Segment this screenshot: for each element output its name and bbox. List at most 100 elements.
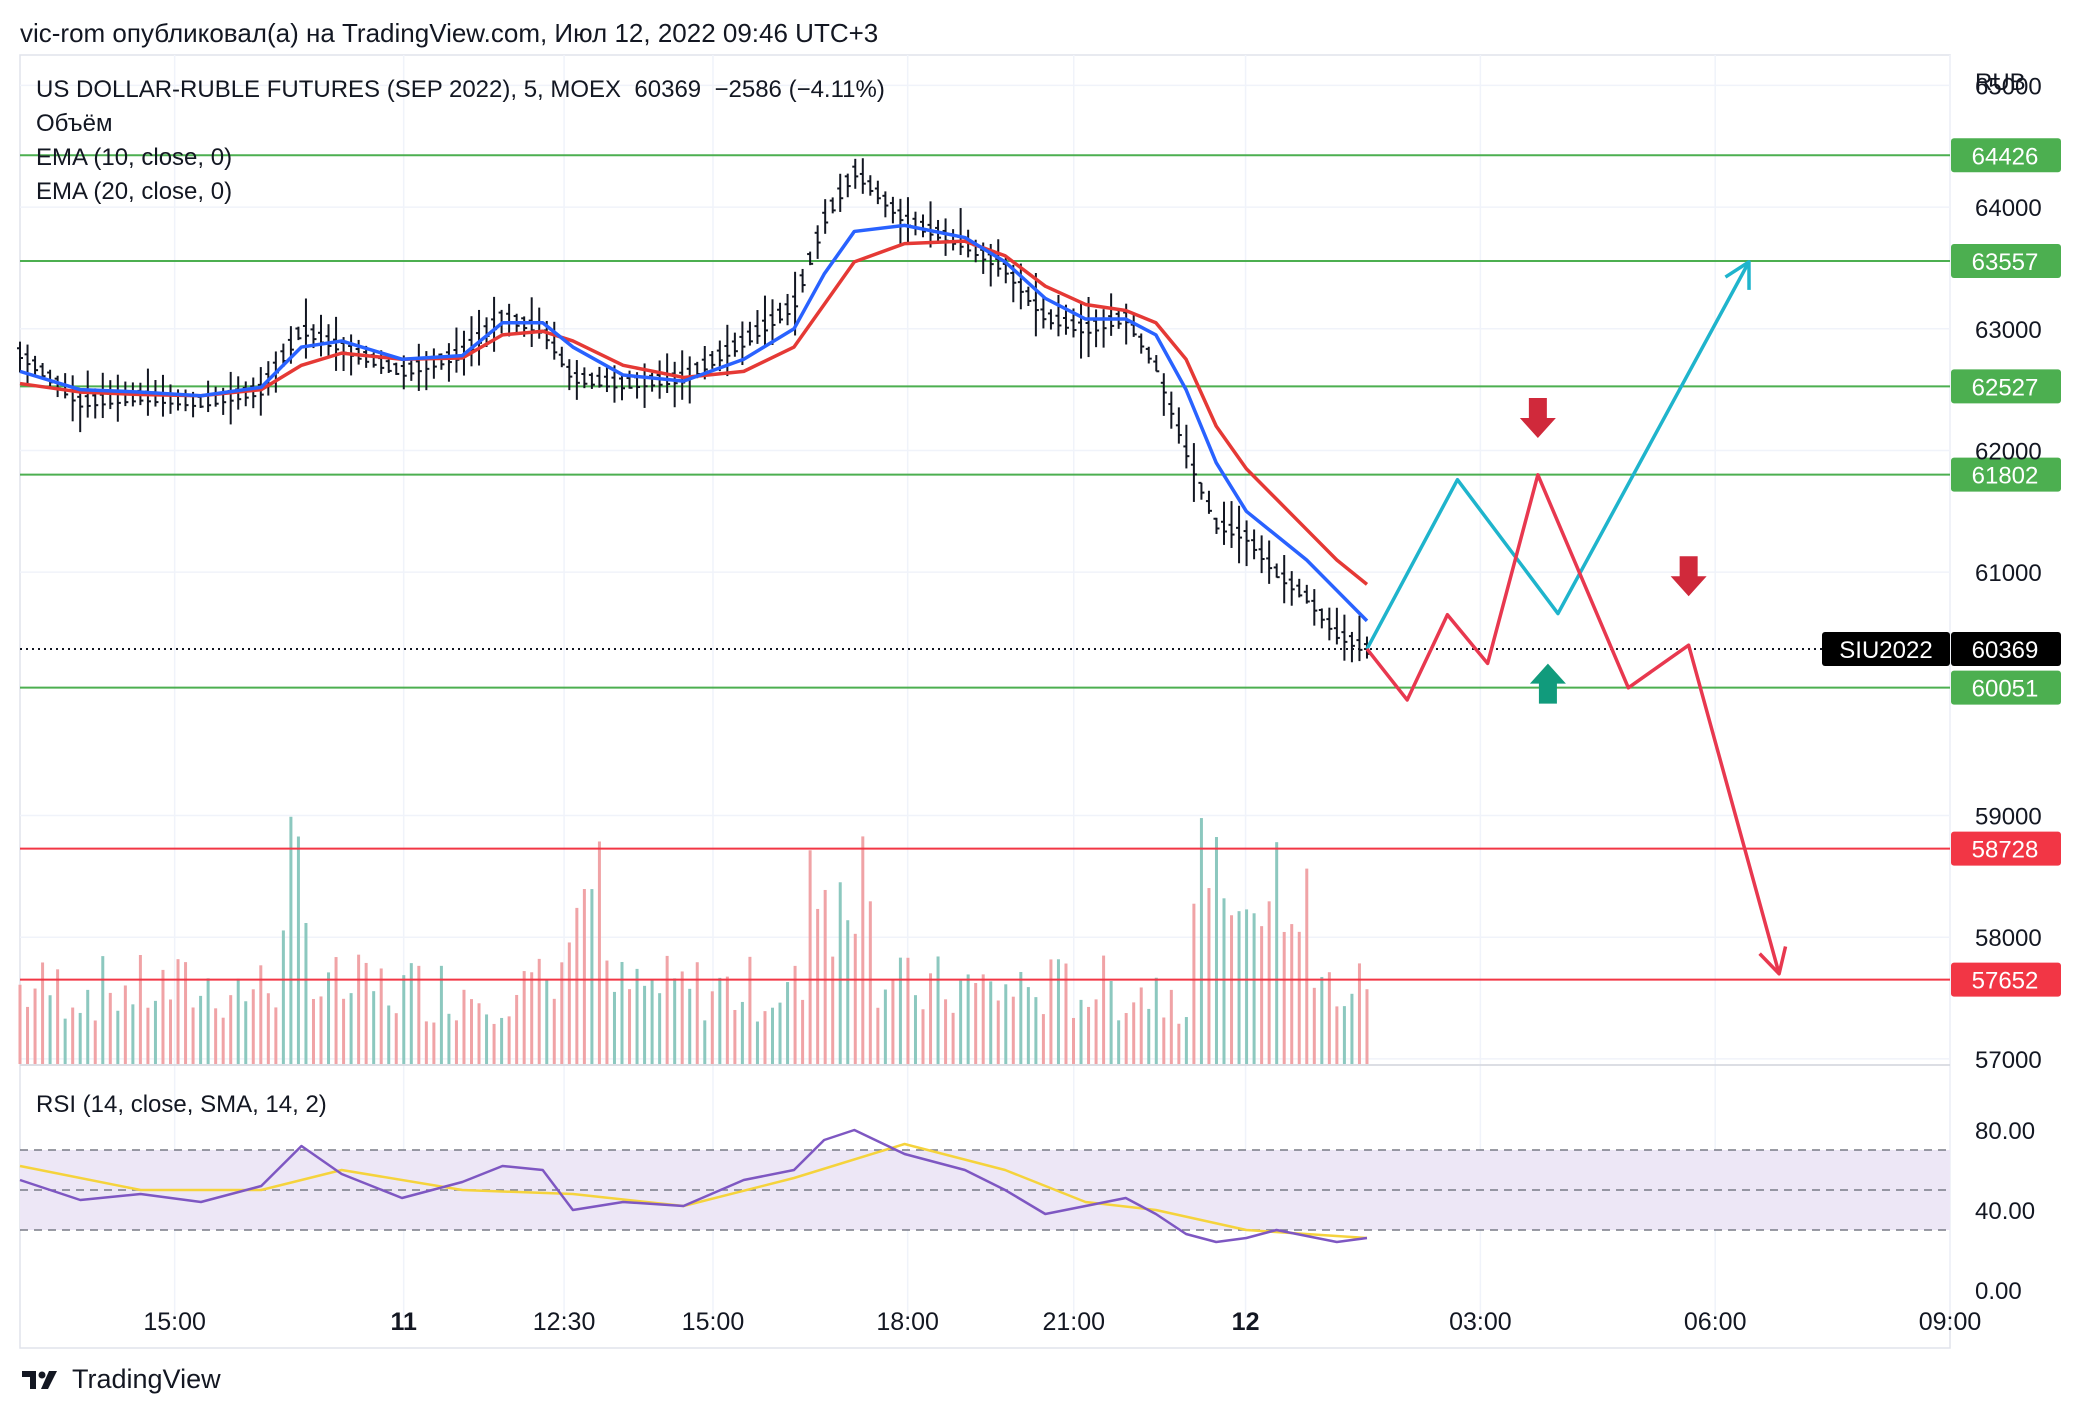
- footer-brand[interactable]: TradingView: [20, 1364, 221, 1395]
- volume-bar: [1102, 955, 1106, 1064]
- volume-bars: [18, 816, 1369, 1064]
- current-price-badge[interactable]: [1951, 631, 2061, 666]
- price-tick-3: 62000: [1975, 438, 2042, 465]
- volume-bar: [680, 971, 684, 1064]
- volume-bar: [936, 956, 940, 1064]
- forecast-paths[interactable]: [1365, 260, 1788, 976]
- legend-ema20: EMA (20, close, 0): [36, 178, 233, 205]
- volume-bar: [876, 1007, 880, 1064]
- volume-bar: [1139, 987, 1143, 1064]
- volume-bar: [138, 955, 142, 1064]
- volume-bar: [1162, 1017, 1166, 1064]
- volume-bar: [492, 1023, 496, 1064]
- level-badge-3[interactable]: [1951, 457, 2061, 492]
- volume-bar: [1026, 987, 1030, 1064]
- volume-bar: [658, 993, 662, 1064]
- volume-bar: [1365, 989, 1369, 1064]
- volume-bar: [1079, 999, 1083, 1064]
- volume-bar: [906, 957, 910, 1064]
- volume-bar: [755, 1021, 759, 1064]
- volume-bar: [778, 1002, 782, 1064]
- volume-bar: [575, 907, 579, 1064]
- volume-bar: [1049, 959, 1053, 1064]
- volume-bar: [454, 1020, 458, 1064]
- volume-bar: [485, 1014, 489, 1064]
- time-tick-4: 18:00: [876, 1308, 939, 1336]
- signal-arrow-down-0[interactable]: [1519, 398, 1556, 439]
- volume-bar: [1004, 984, 1008, 1064]
- volume-bar: [1207, 888, 1211, 1064]
- legend-change: −2586 (−4.11%): [714, 76, 885, 103]
- volume-bar: [281, 930, 285, 1064]
- volume-bar: [1147, 1008, 1151, 1064]
- volume-bar: [402, 975, 406, 1064]
- level-badge-5[interactable]: [1951, 831, 2061, 866]
- level-badge-0[interactable]: [1951, 138, 2061, 173]
- rsi-legend: RSI (14, close, SMA, 14, 2): [36, 1091, 327, 1118]
- level-badge-6[interactable]: [1951, 962, 2061, 997]
- volume-bar: [304, 923, 308, 1064]
- volume-bar: [1019, 971, 1023, 1064]
- level-badge-4[interactable]: [1951, 670, 2061, 705]
- volume-bar: [18, 984, 22, 1064]
- level-label-4: 60051: [1972, 676, 2039, 703]
- volume-bar: [1034, 997, 1038, 1064]
- volume-bar: [477, 1003, 481, 1064]
- volume-bar: [793, 965, 797, 1064]
- volume-bar: [929, 973, 933, 1064]
- forecast-red-path-head: [1758, 946, 1788, 976]
- volume-bar: [605, 960, 609, 1064]
- volume-bar: [41, 962, 45, 1064]
- volume-bar: [199, 995, 203, 1064]
- publisher-caption: vic-rom опубликовал(а) на TradingView.co…: [20, 18, 879, 48]
- symbol-badge[interactable]: [1822, 631, 1950, 666]
- time-tick-2: 12:30: [533, 1308, 596, 1336]
- currency-label: RUB: [1975, 69, 2026, 96]
- volume-bar: [966, 974, 970, 1064]
- volume-bar: [417, 965, 421, 1064]
- volume-bar: [462, 989, 466, 1064]
- price-tick-7: 57000: [1975, 1047, 2042, 1074]
- volume-bar: [1169, 989, 1173, 1064]
- volume-bar: [1342, 1006, 1346, 1064]
- volume-bar: [214, 1008, 218, 1064]
- volume-bar: [26, 1006, 30, 1064]
- volume-bar: [1230, 915, 1234, 1064]
- volume-bar: [236, 978, 240, 1064]
- horizontal-levels[interactable]: 64426 63557 62527 61802 60051 58728 57652 SIU20…: [20, 138, 2061, 997]
- volume-bar: [63, 1018, 67, 1064]
- volume-bar: [1184, 1017, 1188, 1064]
- level-label-6: 57652: [1972, 968, 2039, 995]
- ema-lines: [19, 223, 1369, 623]
- time-tick-1: 11: [390, 1308, 417, 1336]
- ema20-line: [19, 239, 1369, 586]
- time-tick-6: 12: [1232, 1308, 1260, 1336]
- volume-bar: [545, 979, 549, 1064]
- volume-bar: [582, 889, 586, 1064]
- level-badge-1[interactable]: [1951, 244, 2061, 279]
- volume-bar: [1199, 818, 1203, 1064]
- level-badge-2[interactable]: [1951, 369, 2061, 404]
- volume-bar: [409, 963, 413, 1064]
- signal-arrow-up-2[interactable]: [1529, 663, 1566, 704]
- signal-arrows[interactable]: [1519, 398, 1707, 704]
- volume-bar: [131, 1004, 135, 1064]
- volume-bar: [221, 1017, 225, 1064]
- signal-arrow-down-1[interactable]: [1670, 556, 1707, 597]
- volume-bar: [1305, 868, 1309, 1064]
- volume-bar: [1056, 959, 1060, 1064]
- rsi-band: [20, 1150, 1950, 1230]
- level-label-1: 63557: [1972, 249, 2039, 276]
- volume-bar: [1011, 996, 1015, 1064]
- volume-bar: [86, 989, 90, 1064]
- volume-bar: [176, 959, 180, 1064]
- volume-bar: [853, 933, 857, 1064]
- volume-bar: [597, 841, 601, 1064]
- volume-bar: [981, 974, 985, 1064]
- volume-bar: [319, 996, 323, 1064]
- symbol-badge-label: SIU2022: [1839, 637, 1932, 664]
- tradingview-wordmark: TradingView: [72, 1364, 221, 1394]
- volume-bar: [153, 1000, 157, 1064]
- volume-bar: [831, 956, 835, 1064]
